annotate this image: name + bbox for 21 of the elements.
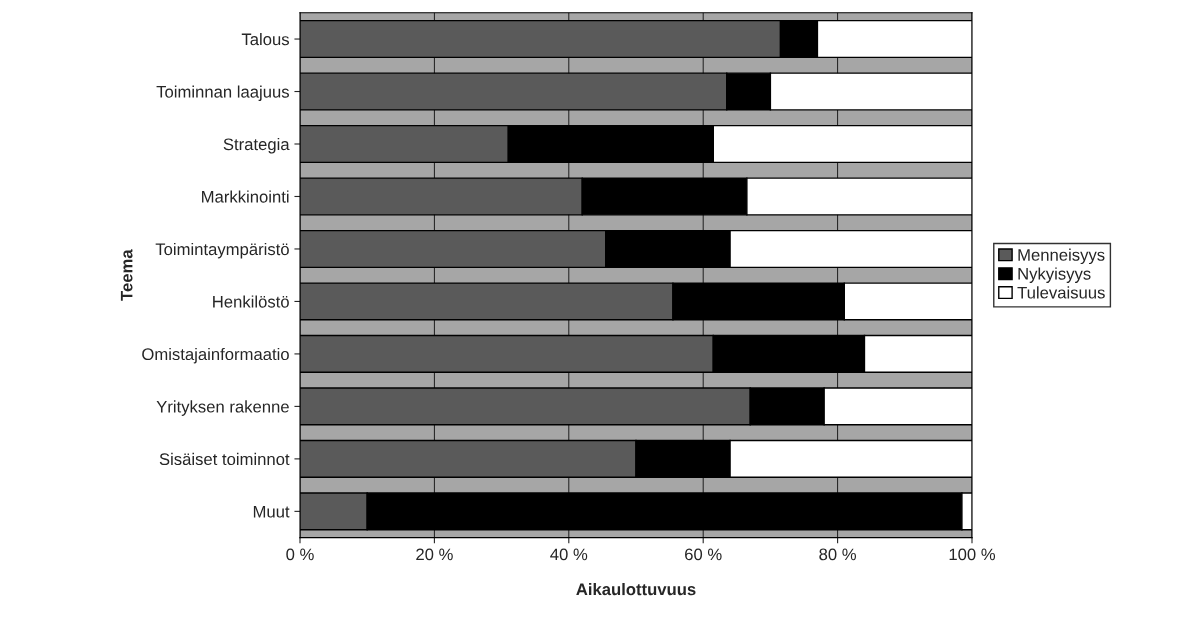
legend-label: Menneisyys [1018, 248, 1105, 265]
x-tick-label: 40 % [550, 548, 588, 561]
legend-label: Nykyisyys [1018, 267, 1091, 283]
x-axis-title: Aikaulottuvuus [576, 583, 696, 596]
y-tick-label: Toiminnan laajuus [156, 85, 289, 102]
y-tick-label: Muut [253, 505, 290, 518]
y-tick-label: Talous [241, 33, 289, 46]
y-axis-title: Teema [120, 249, 133, 301]
y-tick-label: Sisäiset toiminnot [159, 452, 290, 466]
y-tick-label: Yrityksen rakenne [156, 400, 289, 416]
y-tick-label: Toimintaympäristö [155, 242, 289, 259]
y-tick-label: Omistajainformaatio [142, 347, 289, 364]
y-tick-label: Markkinointi [202, 190, 289, 203]
x-tick-label: 80 % [819, 548, 856, 561]
x-tick-label: 100 % [949, 548, 996, 561]
x-tick-label: 20 % [416, 548, 453, 561]
x-tick-label: 60 % [685, 548, 722, 561]
y-tick-label: Henkilöstö [213, 295, 289, 308]
legend-label: Tulevaisuus [1017, 286, 1105, 299]
y-tick-label: Strategia [223, 137, 290, 154]
x-tick-label: 0 % [286, 548, 314, 561]
